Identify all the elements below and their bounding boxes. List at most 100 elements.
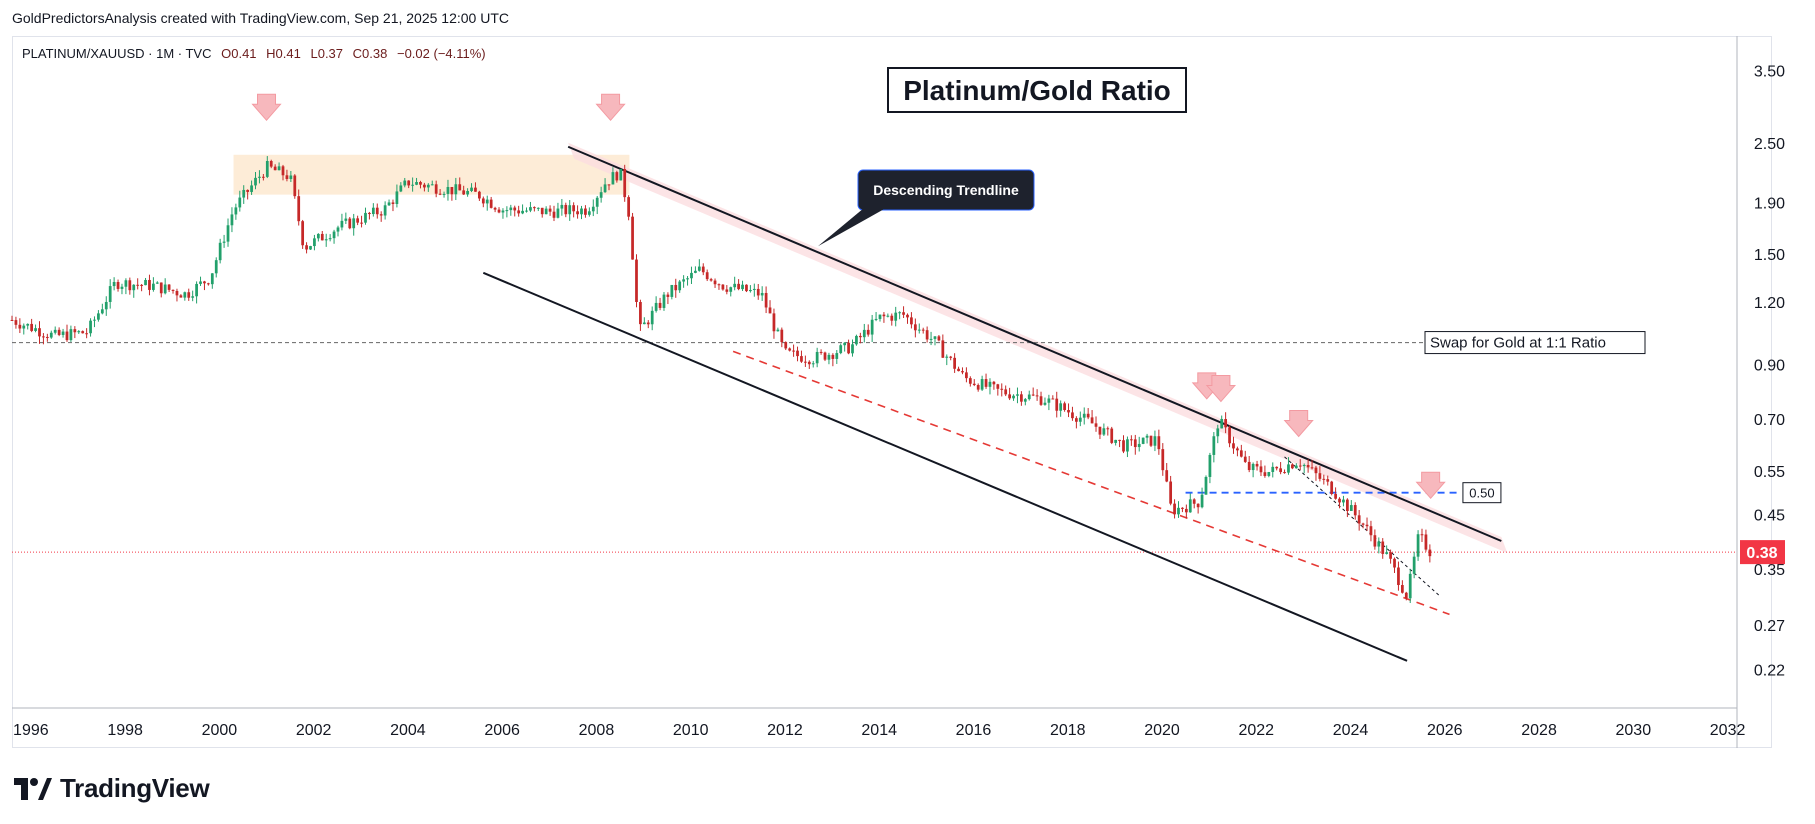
candle-body bbox=[132, 284, 136, 291]
candle-body bbox=[265, 160, 269, 177]
candle-body bbox=[22, 325, 26, 329]
candle-body bbox=[242, 189, 246, 198]
down-arrow-icon bbox=[251, 93, 282, 122]
candle-body bbox=[1157, 436, 1161, 450]
candle-body bbox=[823, 352, 827, 360]
candle-body bbox=[328, 238, 332, 240]
candle-body bbox=[1287, 464, 1290, 473]
candle-body bbox=[1200, 494, 1204, 508]
brand[interactable]: TradingView bbox=[14, 773, 210, 804]
candle-body bbox=[360, 222, 363, 224]
legend-high: H0.41 bbox=[266, 46, 301, 61]
candle-body bbox=[187, 292, 191, 298]
candle-body bbox=[383, 205, 387, 216]
candle-body bbox=[635, 259, 638, 302]
candle-body bbox=[1353, 505, 1357, 516]
candle-body bbox=[815, 351, 819, 364]
candle-body bbox=[874, 318, 878, 320]
candle-body bbox=[737, 283, 740, 290]
candle-body bbox=[906, 314, 909, 318]
candle-body bbox=[678, 281, 682, 291]
candle-body bbox=[1078, 417, 1082, 422]
candle-body bbox=[1377, 541, 1381, 547]
candle-body bbox=[1047, 398, 1051, 403]
candle-body bbox=[289, 175, 293, 179]
y-tick-label: 0.70 bbox=[1754, 412, 1785, 429]
candle-body bbox=[1338, 498, 1341, 503]
y-tick-label: 3.50 bbox=[1754, 63, 1785, 80]
y-tick-label: 0.55 bbox=[1754, 464, 1785, 481]
y-tick-label: 1.20 bbox=[1754, 295, 1785, 312]
candle-body bbox=[564, 204, 568, 215]
red-dashed-line bbox=[732, 350, 1450, 616]
x-tick-label: 2018 bbox=[1050, 722, 1086, 739]
candle-body bbox=[230, 214, 234, 226]
candle-body bbox=[1239, 450, 1243, 457]
candle-body bbox=[1271, 466, 1275, 473]
x-tick-label: 2024 bbox=[1333, 722, 1369, 739]
candle-body bbox=[336, 227, 340, 232]
candle-body bbox=[587, 211, 591, 215]
candle-body bbox=[662, 294, 666, 308]
candle-body bbox=[627, 197, 631, 217]
candle-body bbox=[1424, 534, 1428, 550]
candle-body bbox=[580, 208, 583, 215]
candle-body bbox=[749, 289, 752, 292]
candle-body bbox=[462, 190, 466, 195]
candle-body bbox=[1310, 467, 1314, 469]
candle-body bbox=[529, 207, 532, 211]
candle-body bbox=[38, 328, 41, 337]
x-tick-label: 2000 bbox=[202, 722, 238, 739]
candle-body bbox=[434, 184, 438, 194]
candle-body bbox=[183, 292, 187, 298]
candle-body bbox=[238, 197, 242, 208]
candle-body bbox=[988, 381, 992, 387]
candle-body bbox=[332, 231, 336, 239]
candle-body bbox=[760, 292, 764, 296]
candle-body bbox=[666, 294, 670, 297]
trendline-band bbox=[568, 142, 1508, 554]
candle-body bbox=[1110, 428, 1114, 443]
candle-body bbox=[136, 284, 140, 286]
candle-body bbox=[1145, 435, 1149, 438]
candle-body bbox=[407, 180, 411, 186]
candle-body bbox=[631, 216, 634, 260]
candle-body bbox=[980, 379, 984, 390]
x-tick-label: 2014 bbox=[861, 722, 897, 739]
candle-body bbox=[269, 160, 273, 167]
candle-body bbox=[140, 284, 143, 286]
candle-body bbox=[752, 288, 756, 290]
candle-body bbox=[356, 218, 360, 223]
candle-body bbox=[650, 310, 654, 325]
candle-body bbox=[1055, 398, 1059, 411]
candle-body bbox=[128, 280, 132, 291]
candle-body bbox=[792, 350, 795, 352]
candle-body bbox=[1137, 443, 1141, 448]
price-chart[interactable]: Platinum/Gold Ratio Descending Trendline S… bbox=[0, 0, 1815, 760]
candle-body bbox=[1385, 552, 1389, 554]
candle-body bbox=[1173, 503, 1176, 515]
candle-body bbox=[509, 207, 513, 211]
candle-body bbox=[438, 193, 442, 195]
candle-body bbox=[1000, 388, 1004, 390]
candle-body bbox=[1161, 449, 1165, 471]
legend-open: O0.41 bbox=[221, 46, 256, 61]
y-tick-label: 1.50 bbox=[1754, 247, 1785, 264]
candle-body bbox=[485, 199, 489, 204]
candle-body bbox=[1165, 470, 1169, 482]
x-tick-label: 2010 bbox=[673, 722, 709, 739]
candle-body bbox=[391, 202, 395, 204]
candle-body bbox=[1224, 419, 1228, 428]
candle-body bbox=[261, 176, 265, 178]
candle-body bbox=[890, 315, 894, 321]
x-tick-label: 1998 bbox=[107, 722, 143, 739]
candle-body bbox=[544, 208, 548, 215]
candle-body bbox=[18, 324, 22, 329]
candle-body bbox=[415, 182, 418, 185]
candle-body bbox=[1031, 394, 1035, 396]
legend-change: −0.02 (−4.11%) bbox=[397, 46, 486, 61]
candle-body bbox=[1349, 505, 1353, 511]
down-arrow-icon bbox=[1205, 375, 1237, 403]
candle-body bbox=[968, 378, 972, 384]
candle-body bbox=[1330, 481, 1334, 494]
